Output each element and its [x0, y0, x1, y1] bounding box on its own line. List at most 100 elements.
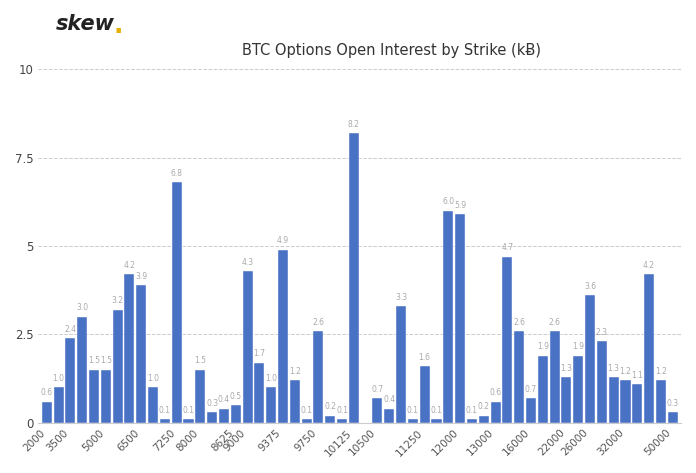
Bar — [230, 405, 241, 423]
Bar — [384, 409, 395, 423]
Text: 1.5: 1.5 — [194, 357, 206, 366]
Bar — [491, 402, 500, 423]
Text: 4.7: 4.7 — [501, 244, 514, 253]
Bar — [254, 363, 264, 423]
Text: 1.0: 1.0 — [147, 374, 159, 383]
Text: 1.2: 1.2 — [655, 367, 667, 376]
Bar — [89, 370, 99, 423]
Bar — [620, 380, 631, 423]
Bar — [372, 398, 383, 423]
Bar — [101, 370, 111, 423]
Bar — [514, 331, 524, 423]
Text: 0.1: 0.1 — [159, 406, 171, 415]
Bar — [266, 387, 276, 423]
Bar — [349, 133, 359, 423]
Text: 1.1: 1.1 — [631, 371, 643, 380]
Text: 2.6: 2.6 — [548, 317, 560, 326]
Text: 0.3: 0.3 — [206, 399, 218, 408]
Text: 0.1: 0.1 — [182, 406, 194, 415]
Bar — [656, 380, 666, 423]
Bar — [432, 419, 441, 423]
Text: 0.2: 0.2 — [477, 403, 490, 412]
Bar — [408, 419, 418, 423]
Bar — [172, 183, 182, 423]
Bar — [54, 387, 63, 423]
Text: 1.2: 1.2 — [619, 367, 631, 376]
Text: 1.5: 1.5 — [100, 357, 112, 366]
Text: 0.1: 0.1 — [301, 406, 313, 415]
Bar — [219, 409, 229, 423]
Bar — [278, 250, 288, 423]
Text: skew: skew — [56, 14, 115, 34]
Bar — [585, 296, 595, 423]
Bar — [290, 380, 300, 423]
Bar — [455, 214, 465, 423]
Text: 3.3: 3.3 — [395, 293, 407, 302]
Text: 0.4: 0.4 — [383, 395, 395, 404]
Text: 0.7: 0.7 — [372, 385, 383, 394]
Bar — [77, 317, 87, 423]
Text: 1.3: 1.3 — [560, 364, 572, 373]
Text: 0.1: 0.1 — [336, 406, 348, 415]
Text: 0.6: 0.6 — [489, 388, 502, 397]
Bar — [443, 210, 453, 423]
Bar — [160, 419, 170, 423]
Text: 1.6: 1.6 — [419, 353, 431, 362]
Text: 0.2: 0.2 — [324, 403, 336, 412]
Bar — [65, 338, 75, 423]
Text: 5.9: 5.9 — [454, 201, 466, 210]
Text: 3.9: 3.9 — [135, 272, 148, 280]
Bar — [479, 416, 489, 423]
Bar — [207, 412, 217, 423]
Bar — [148, 387, 158, 423]
Bar — [667, 412, 678, 423]
Bar — [325, 416, 335, 423]
Text: 0.7: 0.7 — [525, 385, 537, 394]
Title: BTC Options Open Interest by Strike (kɃ): BTC Options Open Interest by Strike (kɃ) — [242, 44, 541, 58]
Text: 3.2: 3.2 — [111, 297, 124, 306]
Bar — [644, 274, 654, 423]
Text: 4.2: 4.2 — [123, 261, 136, 270]
Bar — [632, 384, 642, 423]
Text: 8.2: 8.2 — [348, 120, 360, 129]
Bar — [396, 306, 406, 423]
Text: 1.2: 1.2 — [289, 367, 301, 376]
Text: 1.0: 1.0 — [265, 374, 277, 383]
Text: 6.0: 6.0 — [442, 197, 454, 206]
Bar — [125, 274, 134, 423]
Bar — [337, 419, 347, 423]
Bar — [136, 285, 146, 423]
Text: 4.9: 4.9 — [277, 236, 289, 245]
Bar — [184, 419, 193, 423]
Bar — [313, 331, 324, 423]
Text: 4.2: 4.2 — [643, 261, 655, 270]
Bar — [526, 398, 536, 423]
Text: 2.6: 2.6 — [313, 317, 324, 326]
Bar — [609, 377, 619, 423]
Text: 0.3: 0.3 — [667, 399, 679, 408]
Bar — [420, 366, 429, 423]
Bar — [467, 419, 477, 423]
Text: 0.6: 0.6 — [40, 388, 53, 397]
Text: 2.4: 2.4 — [64, 324, 77, 333]
Bar — [113, 310, 122, 423]
Text: 0.1: 0.1 — [431, 406, 443, 415]
Text: 1.7: 1.7 — [253, 350, 265, 359]
Bar — [562, 377, 571, 423]
Text: 1.9: 1.9 — [537, 342, 549, 351]
Bar — [42, 402, 52, 423]
Text: 0.4: 0.4 — [218, 395, 230, 404]
Text: 0.1: 0.1 — [407, 406, 419, 415]
Text: 3.6: 3.6 — [584, 282, 596, 291]
Text: 6.8: 6.8 — [171, 169, 182, 178]
Text: 0.5: 0.5 — [230, 392, 242, 401]
Text: 3.0: 3.0 — [76, 304, 88, 313]
Text: 1.0: 1.0 — [53, 374, 65, 383]
Text: 4.3: 4.3 — [242, 257, 253, 266]
Text: 0.1: 0.1 — [466, 406, 478, 415]
Bar — [550, 331, 560, 423]
Text: 2.6: 2.6 — [513, 317, 525, 326]
Bar — [301, 419, 312, 423]
Bar — [574, 356, 583, 423]
Bar — [242, 271, 253, 423]
